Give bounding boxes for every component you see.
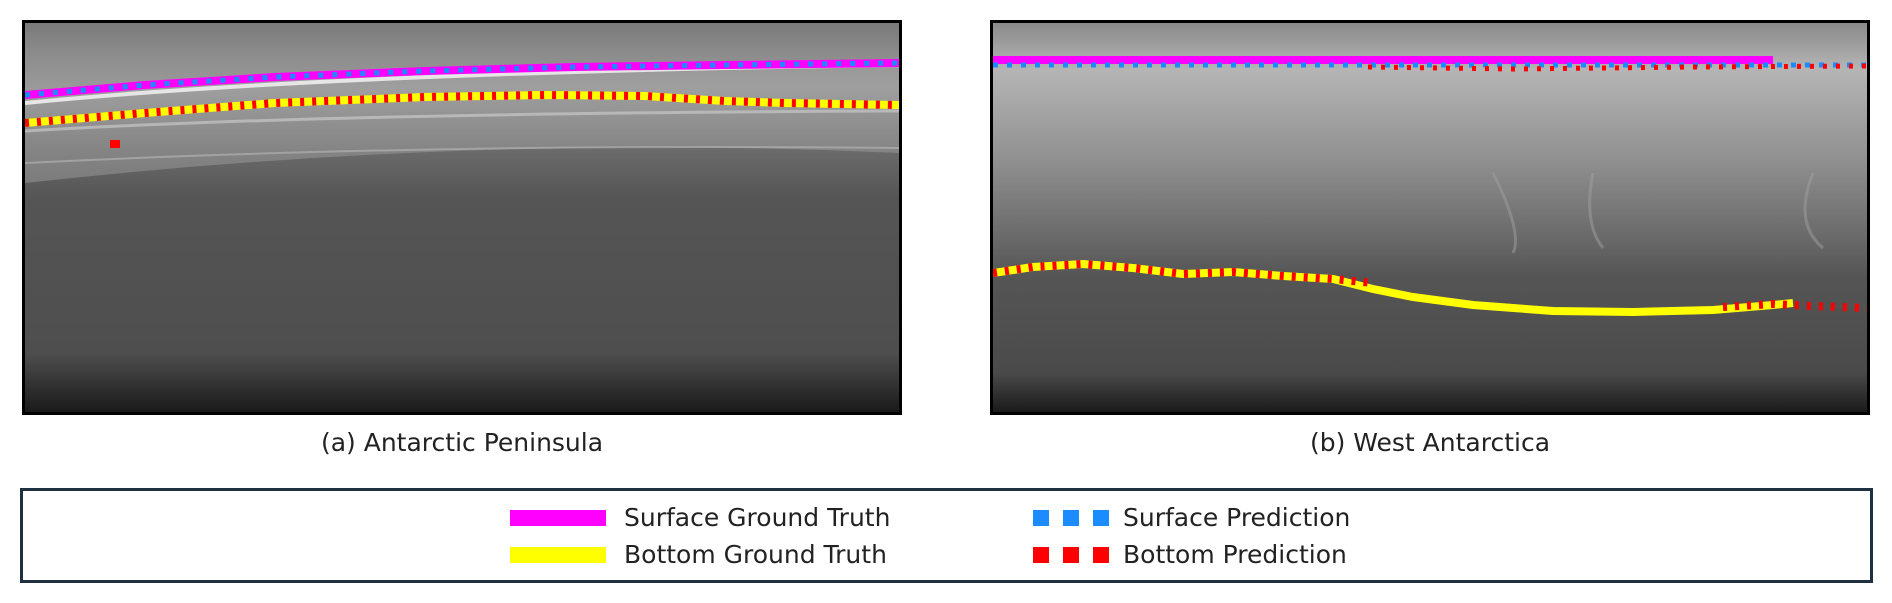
- legend-bottom-prediction: Bottom Prediction: [1033, 540, 1347, 569]
- bottom-prediction-line-right: [1722, 299, 1867, 312]
- caption-west-antarctica: (b) West Antarctica: [1309, 428, 1551, 457]
- bottom-prediction-swatch: [1033, 546, 1109, 563]
- radargram-a-image: [25, 23, 899, 412]
- bottom-prediction-surface-line: [1367, 63, 1867, 72]
- surface-ground-truth-swatch: [510, 509, 606, 526]
- outlier-prediction-mark: [110, 140, 120, 148]
- legend-surface-prediction: Surface Prediction: [1033, 503, 1350, 532]
- radargram-b-image: [993, 23, 1867, 412]
- legend-bottom-ground-truth: Bottom Ground Truth: [510, 540, 887, 569]
- radargram-antarctic-peninsula: [22, 20, 902, 415]
- radargram-west-antarctica: [990, 20, 1870, 415]
- legend-surface-ground-truth: Surface Ground Truth: [510, 503, 890, 532]
- surface-prediction-swatch: [1033, 509, 1109, 526]
- legend: Surface Ground Truth Bottom Ground Truth…: [20, 488, 1873, 583]
- bottom-ground-truth-line: [25, 90, 899, 127]
- caption-antarctic-peninsula: (a) Antarctic Peninsula: [320, 428, 604, 457]
- surface-prediction-line: [25, 60, 899, 98]
- bottom-prediction-line: [993, 259, 1374, 287]
- bottom-ground-truth-swatch: [510, 546, 606, 563]
